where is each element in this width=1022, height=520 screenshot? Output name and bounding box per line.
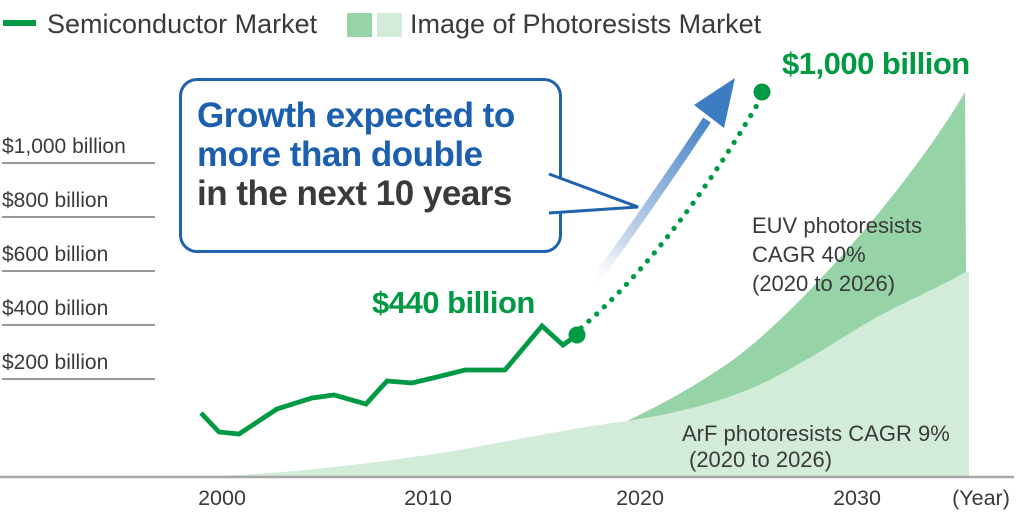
callout-line-3: in the next 10 years [197, 174, 512, 213]
callout-line-2: more than double [197, 135, 483, 174]
euv-label-line-2: CAGR 40% [752, 242, 866, 267]
x-axis-label-2020: 2020 [616, 486, 664, 510]
value-label-440-billion: $440 billion [372, 285, 535, 320]
x-axis-label-2000: 2000 [198, 486, 246, 510]
semiconductor-market-line [199, 322, 579, 437]
growth-arrow-head [694, 78, 735, 128]
legend-square-dark-icon [347, 13, 372, 37]
euv-label-line-1: EUV photoresists [752, 213, 922, 238]
x-axis-label-year-unit: (Year) [952, 486, 1010, 510]
legend-label-photoresists: Image of Photoresists Market [410, 9, 762, 39]
x-axis-label-2030: 2030 [833, 486, 881, 510]
y-axis-label-200: $200 billion [2, 348, 155, 380]
y-axis-label-800: $800 billion [2, 186, 155, 218]
value-label-1000-billion: $1,000 billion [782, 46, 970, 81]
data-point-1000-billion [753, 83, 771, 101]
growth-arrow-shaft [580, 117, 711, 299]
arf-label-line-1: ArF photoresists CAGR 9% [682, 421, 950, 446]
legend-line-swatch-icon [3, 20, 36, 26]
y-axis-label-600: $600 billion [2, 240, 155, 272]
growth-callout-bubble: Growth expected to more than double in t… [179, 78, 562, 253]
euv-area-label: EUV photoresists CAGR 40% (2020 to 2026) [752, 211, 922, 298]
x-axis-label-2010: 2010 [404, 486, 452, 510]
y-axis-label-400: $400 billion [2, 294, 155, 326]
y-axis-label-1000: $1,000 billion [2, 132, 155, 164]
projection-dotted-line [578, 97, 763, 331]
euv-photoresists-area [627, 92, 966, 421]
callout-line-1: Growth expected to [197, 96, 515, 135]
arf-photoresists-area [223, 272, 969, 476]
arf-area-label: ArF photoresists CAGR 9% (2020 to 2026) [682, 421, 950, 473]
arf-label-line-2: (2020 to 2026) [689, 447, 833, 472]
euv-label-line-3: (2020 to 2026) [752, 271, 896, 296]
legend-label-semiconductor: Semiconductor Market [47, 9, 318, 39]
data-point-440-billion [568, 326, 586, 344]
legend-square-light-icon [377, 13, 402, 37]
